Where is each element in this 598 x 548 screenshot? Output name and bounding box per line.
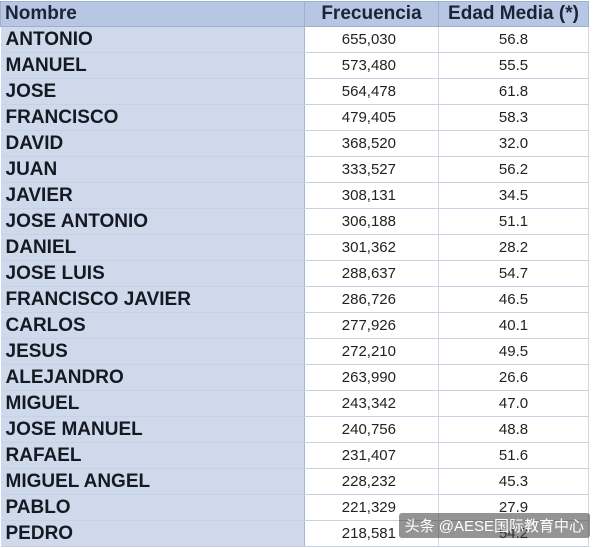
row-age: 26.6 [438,364,589,391]
row-name: MIGUEL ANGEL [0,468,305,495]
row-frequency: 301,362 [304,234,439,261]
row-name: JOSE [0,78,305,105]
row-frequency: 564,478 [304,78,439,105]
table-row: ALEJANDRO 263,990 26.6 [0,364,589,391]
row-age: 56.8 [438,26,589,53]
table-row: MANUEL 573,480 55.5 [0,52,589,79]
table-row: JOSE 564,478 61.8 [0,78,589,105]
row-name: JOSE MANUEL [0,416,305,443]
table-row: FRANCISCO 479,405 58.3 [0,104,589,131]
row-frequency: 272,210 [304,338,439,365]
row-name: DAVID [0,130,305,157]
row-age: 28.2 [438,234,589,261]
row-name: MIGUEL [0,390,305,417]
row-name: JOSE ANTONIO [0,208,305,235]
table-row: JAVIER 308,131 34.5 [0,182,589,209]
row-frequency: 240,756 [304,416,439,443]
row-name: JUAN [0,156,305,183]
row-name: MANUEL [0,52,305,79]
table-row: JOSE LUIS 288,637 54.7 [0,260,589,287]
row-age: 46.5 [438,286,589,313]
row-age: 55.5 [438,52,589,79]
table-row: FRANCISCO JAVIER 286,726 46.5 [0,286,589,313]
row-frequency: 263,990 [304,364,439,391]
row-frequency: 228,232 [304,468,439,495]
watermark: 头条 @AESE国际教育中心 [398,513,590,538]
row-age: 56.2 [438,156,589,183]
row-name: CARLOS [0,312,305,339]
row-name: JAVIER [0,182,305,209]
row-name: FRANCISCO JAVIER [0,286,305,313]
row-age: 54.7 [438,260,589,287]
row-age: 51.6 [438,442,589,469]
row-frequency: 243,342 [304,390,439,417]
row-name: PEDRO [0,520,305,547]
row-age: 51.1 [438,208,589,235]
header-frequency: Frecuencia [304,1,439,27]
row-frequency: 277,926 [304,312,439,339]
row-frequency: 308,131 [304,182,439,209]
row-name: PABLO [0,494,305,521]
row-frequency: 368,520 [304,130,439,157]
row-age: 34.5 [438,182,589,209]
row-frequency: 333,527 [304,156,439,183]
table-row: MIGUEL 243,342 47.0 [0,390,589,417]
row-name: FRANCISCO [0,104,305,131]
row-name: ANTONIO [0,26,305,53]
row-frequency: 231,407 [304,442,439,469]
header-row: Nombre Frecuencia Edad Media (*) [0,1,589,27]
row-age: 61.8 [438,78,589,105]
row-name: RAFAEL [0,442,305,469]
row-age: 47.0 [438,390,589,417]
row-age: 48.8 [438,416,589,443]
table-row: JOSE ANTONIO 306,188 51.1 [0,208,589,235]
row-age: 45.3 [438,468,589,495]
row-name: DANIEL [0,234,305,261]
row-frequency: 479,405 [304,104,439,131]
row-age: 49.5 [438,338,589,365]
table-row: RAFAEL 231,407 51.6 [0,442,589,469]
table-row: MIGUEL ANGEL 228,232 45.3 [0,468,589,495]
header-age: Edad Media (*) [438,1,589,27]
table-row: CARLOS 277,926 40.1 [0,312,589,339]
row-name: JOSE LUIS [0,260,305,287]
row-name: JESUS [0,338,305,365]
row-age: 40.1 [438,312,589,339]
row-frequency: 286,726 [304,286,439,313]
row-name: ALEJANDRO [0,364,305,391]
table-row: JESUS 272,210 49.5 [0,338,589,365]
table-row: ANTONIO 655,030 56.8 [0,26,589,53]
table-row: DANIEL 301,362 28.2 [0,234,589,261]
header-name: Nombre [0,1,305,27]
row-frequency: 573,480 [304,52,439,79]
table-row: JUAN 333,527 56.2 [0,156,589,183]
row-age: 58.3 [438,104,589,131]
row-age: 32.0 [438,130,589,157]
row-frequency: 288,637 [304,260,439,287]
row-frequency: 306,188 [304,208,439,235]
table-row: DAVID 368,520 32.0 [0,130,589,157]
table-row: JOSE MANUEL 240,756 48.8 [0,416,589,443]
row-frequency: 655,030 [304,26,439,53]
